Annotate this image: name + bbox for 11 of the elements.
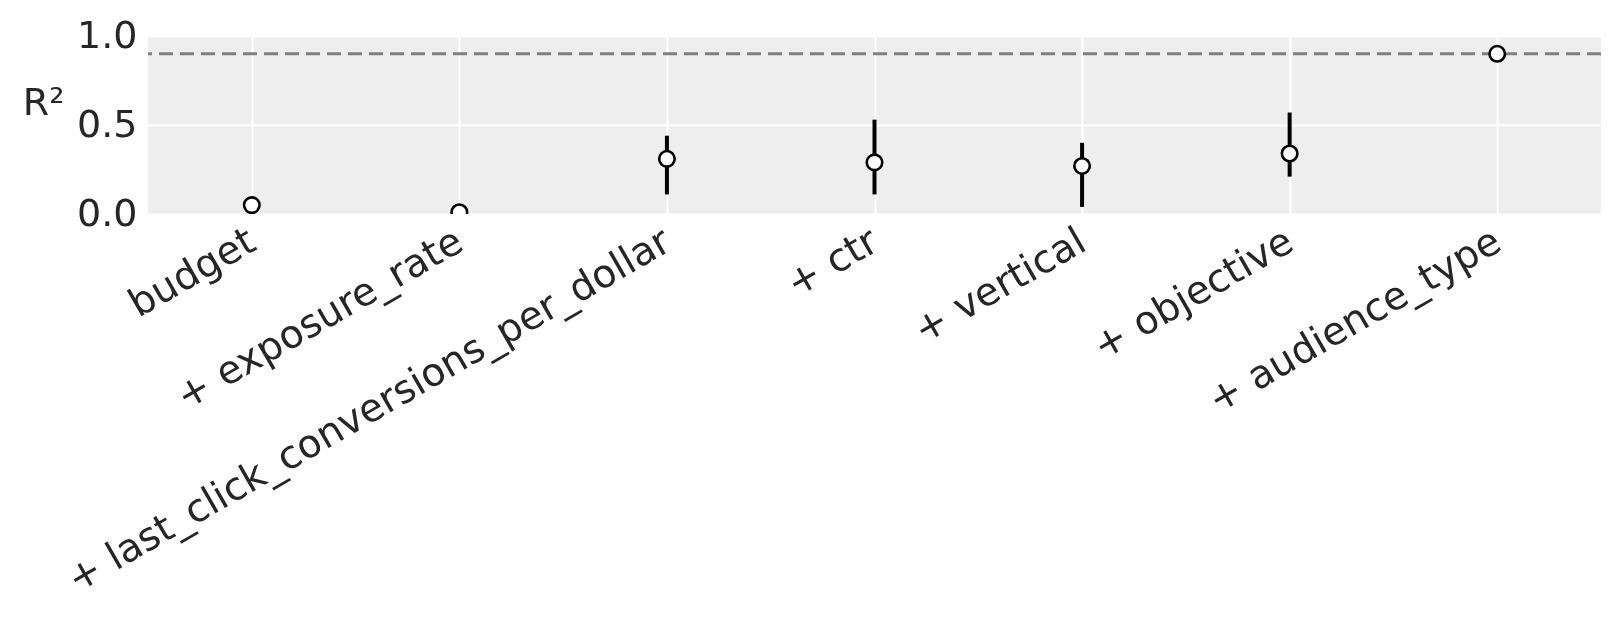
y-tick-label: 0.5 (77, 101, 138, 146)
point (1280, 144, 1299, 163)
point (865, 153, 884, 172)
point (657, 149, 676, 168)
point (1488, 44, 1507, 63)
y-tick-label: 1.0 (77, 12, 138, 57)
point (242, 196, 261, 214)
y-axis-title: R² (22, 79, 65, 124)
x-tick-label: + ctr (778, 217, 887, 306)
point (1073, 156, 1092, 175)
y-tick-label: 0.0 (77, 190, 138, 235)
